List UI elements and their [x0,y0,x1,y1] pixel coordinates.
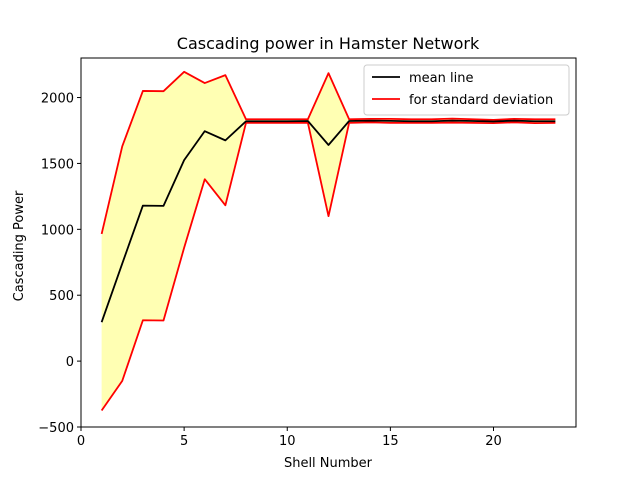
legend-box [363,64,570,116]
y-tick-label: 2000 [41,92,74,107]
legend-label: mean line [409,71,473,86]
mean-line [100,119,556,323]
x-tick-label: 5 [180,434,188,449]
plot-area [100,70,556,412]
legend-label: for standard deviation [409,93,553,108]
std-deviation-band [101,71,556,411]
legend: mean line for standard deviation [363,64,570,116]
y-tick-label: 1500 [41,157,74,172]
x-tick-label: 20 [485,434,502,449]
std-upper-line [100,70,556,235]
std-lower-line [100,121,556,412]
y-tick-label: 500 [49,289,74,304]
y-tick-label: 1000 [41,223,74,238]
axes-frame [80,57,577,428]
y-axis-label: Cascading Power [12,190,27,301]
x-tick-label: 15 [382,434,399,449]
x-axis-label: Shell Number [284,456,373,471]
y-tick-label: −500 [38,421,74,436]
x-tick-label: 10 [279,434,296,449]
x-tick-label: 0 [77,434,85,449]
y-tick-label: 0 [66,355,74,370]
chart-title: Cascading power in Hamster Network [177,34,480,53]
